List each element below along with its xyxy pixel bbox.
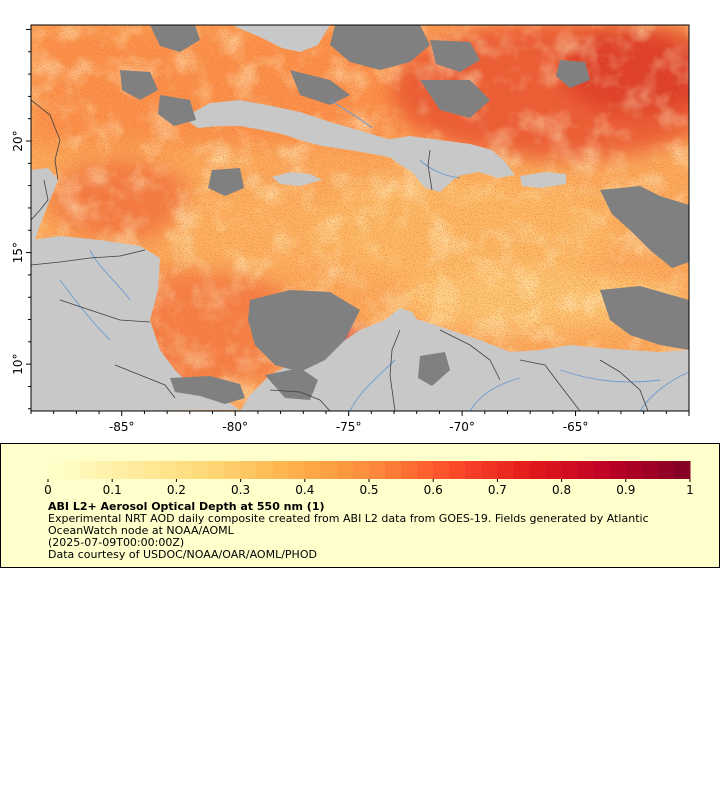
- colorbar-swatch: [352, 461, 370, 479]
- land-puerto-rico: [520, 172, 566, 188]
- colorbar-swatch: [657, 461, 675, 479]
- lon-tick-label: -75°: [336, 420, 362, 434]
- legend-panel: 0 0.1 0.2 0.3 0.4 0.5 0.6 0.7 0.8 0.9 1 ABI L2+ Ae…: [0, 443, 720, 568]
- latitude-axis: 20° 15° 10°: [11, 28, 31, 410]
- lon-tick-label: -80°: [222, 420, 248, 434]
- colorbar-swatch: [144, 461, 161, 479]
- colorbar-swatch: [160, 461, 177, 479]
- colorbar-swatch: [433, 461, 450, 479]
- colorbar-swatch: [529, 461, 547, 479]
- colorbar-swatch: [336, 461, 354, 479]
- colorbar-swatch: [320, 461, 338, 479]
- lat-tick-label: 15°: [11, 242, 25, 263]
- map-panel: 20° 15° 10° -85° -80° -75° -70° -65°: [0, 0, 720, 440]
- colorbar-swatch: [385, 461, 402, 479]
- colorbar: 0 0.1 0.2 0.3 0.4 0.5 0.6 0.7 0.8 0.9 1: [44, 461, 694, 497]
- colorbar-swatch: [96, 461, 113, 479]
- legend-time: (2025-07-09T00:00:00Z): [48, 536, 185, 549]
- colorbar-swatch: [545, 461, 563, 479]
- lon-tick-label: -70°: [449, 420, 475, 434]
- land-florida-bahamas: [232, 25, 330, 52]
- land-central-america: [31, 168, 58, 260]
- colorbar-tick-label: 0.5: [359, 483, 378, 497]
- colorbar-swatch: [128, 461, 145, 479]
- longitude-axis: -85° -80° -75° -70° -65°: [30, 411, 690, 434]
- colorbar-swatch: [497, 461, 514, 479]
- lat-tick-label: 20°: [11, 130, 25, 151]
- colorbar-swatch: [64, 461, 81, 479]
- colorbar-swatch: [465, 461, 482, 479]
- lon-tick-label: -85°: [109, 420, 135, 434]
- colorbar-swatch: [449, 461, 466, 479]
- colorbar-tick-label: 0.4: [295, 483, 314, 497]
- aod-map[interactable]: 20° 15° 10° -85° -80° -75° -70° -65°: [0, 0, 720, 440]
- colorbar-swatch: [369, 461, 386, 479]
- land-masses: [31, 25, 689, 411]
- colorbar-tick-label: 0.3: [231, 483, 250, 497]
- colorbar-swatch: [625, 461, 643, 479]
- colorbar-swatch: [481, 461, 498, 479]
- land-south-america: [240, 318, 689, 411]
- land-jamaica: [272, 172, 322, 186]
- colorbar-tick-label: 0.6: [424, 483, 443, 497]
- colorbar-tick-label: 0.8: [552, 483, 571, 497]
- colorbar-swatch: [417, 461, 434, 479]
- colorbar-swatch: [176, 461, 193, 479]
- colorbar-tick-label: 0.1: [103, 483, 122, 497]
- lon-tick-label: -65°: [563, 420, 589, 434]
- colorbar-swatch: [288, 461, 306, 479]
- borders: [31, 99, 649, 411]
- nodata-regions: [120, 25, 689, 404]
- colorbar-swatch: [256, 461, 274, 479]
- colorbar-swatch: [561, 461, 579, 479]
- colorbar-swatches: [48, 461, 691, 479]
- land-honduras-nicaragua: [31, 236, 240, 411]
- colorbar-swatch: [401, 461, 418, 479]
- colorbar-swatch: [593, 461, 611, 479]
- colorbar-swatch: [304, 461, 322, 479]
- lat-tick-label: 10°: [11, 354, 25, 375]
- colorbar-tick-label: 0.2: [167, 483, 186, 497]
- colorbar-swatch: [112, 461, 129, 479]
- legend-title: ABI L2+ Aerosol Optical Depth at 550 nm …: [48, 500, 325, 513]
- colorbar-swatch: [240, 461, 258, 479]
- map-frame: [30, 24, 690, 412]
- land-hispaniola: [384, 136, 515, 192]
- legend-text: ABI L2+ Aerosol Optical Depth at 550 nm …: [48, 501, 708, 561]
- colorbar-swatch: [577, 461, 595, 479]
- land-guajira: [385, 308, 420, 330]
- colorbar-tick-label: 0: [44, 483, 52, 497]
- colorbar-swatch: [641, 461, 659, 479]
- colorbar-swatch: [272, 461, 290, 479]
- legend-description: Experimental NRT AOD daily composite cre…: [48, 512, 649, 537]
- legend-credit: Data courtesy of USDOC/NOAA/OAR/AOML/PHO…: [48, 548, 317, 561]
- colorbar-tick-label: 0.7: [488, 483, 507, 497]
- colorbar-swatch: [609, 461, 627, 479]
- colorbar-swatch: [673, 461, 691, 479]
- colorbar-swatch: [208, 461, 226, 479]
- land-cuba: [183, 100, 420, 160]
- colorbar-tick-label: 0.9: [616, 483, 635, 497]
- colorbar-ticks: 0 0.1 0.2 0.3 0.4 0.5 0.6 0.7 0.8 0.9 1: [44, 479, 694, 497]
- colorbar-swatch: [224, 461, 242, 479]
- colorbar-tick-label: 1: [686, 483, 694, 497]
- colorbar-swatch: [513, 461, 530, 479]
- colorbar-swatch: [80, 461, 97, 479]
- colorbar-swatch: [48, 461, 65, 479]
- colorbar-swatch: [192, 461, 209, 479]
